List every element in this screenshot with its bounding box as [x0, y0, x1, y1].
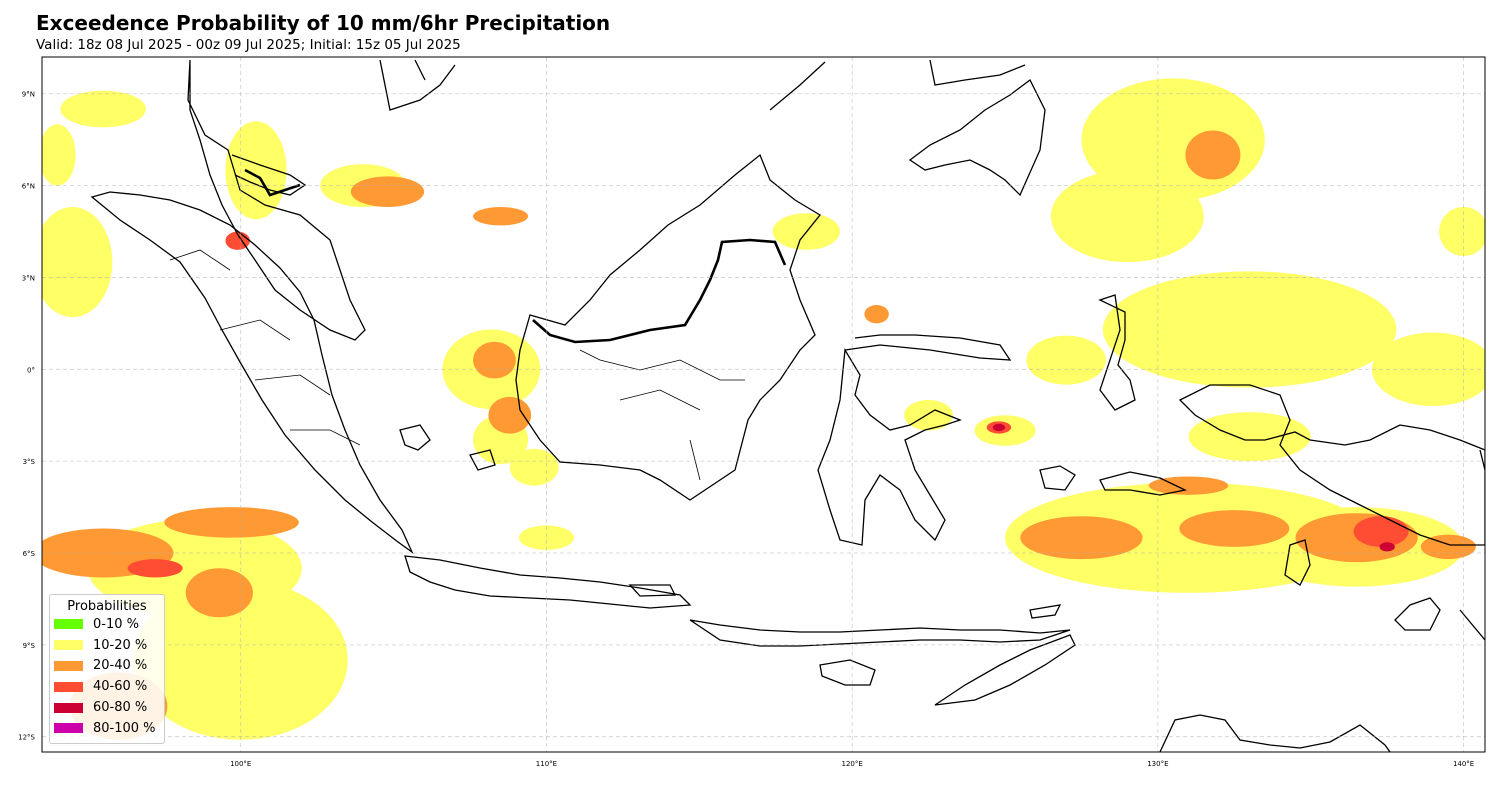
precip-area-15	[1050, 170, 1204, 263]
legend-item: 20-40 %	[50, 656, 164, 677]
border-sumatra-provinces	[169, 249, 361, 446]
lat-tick-label: 9°N	[22, 91, 35, 99]
legend-swatch	[54, 723, 83, 734]
precip-area-22	[904, 399, 954, 431]
legend-title: Probabilities	[67, 599, 147, 614]
legend-label: 60-80 %	[93, 700, 148, 716]
coastline-timor	[934, 634, 1076, 706]
precip-area-37	[864, 304, 889, 324]
axis-tick-labels: 100°E 110°E 120°E 130°E 140°E 9°N 6°N 3°N 0° 3°S 6…	[18, 91, 1474, 768]
precip-area-38	[127, 559, 183, 578]
lat-tick-label: 6°N	[22, 183, 35, 191]
legend-swatch	[54, 702, 83, 713]
precip-area-2	[42, 207, 113, 318]
border-kalimantan-provinces	[579, 349, 745, 481]
coastline-java	[404, 555, 692, 609]
precip-area-23	[350, 176, 425, 208]
precip-area-21	[1439, 207, 1485, 257]
coastline-malay-peninsula	[187, 59, 366, 341]
coastline-bangka-belitung	[399, 424, 496, 471]
lat-tick-label: 6°S	[23, 550, 36, 558]
legend-label: 20-40 %	[93, 658, 148, 674]
coastline-seram-buru	[1039, 465, 1188, 496]
coastline-lesser-islands	[628, 584, 1062, 619]
lat-tick-label: 0°	[27, 366, 35, 374]
lon-tick-label: 100°E	[230, 760, 251, 768]
legend: Probabilities 0-10 % 10-20 % 20-40 % 40-…	[49, 594, 165, 744]
coastline-philippines-north	[769, 59, 1026, 111]
legend-item: 40-60 %	[50, 676, 164, 697]
legend-swatch	[54, 681, 83, 692]
coastline-sulawesi	[817, 334, 1012, 546]
coastline-aru-islands	[1284, 539, 1311, 586]
border-malaysia-thailand	[244, 168, 301, 197]
lat-tick-label: 12°S	[18, 734, 35, 742]
precip-area-34	[1148, 476, 1229, 495]
border-papua-png	[1479, 449, 1485, 471]
map-subtitle: Valid: 18z 08 Jul 2025 - 00z 09 Jul 2025…	[36, 37, 461, 53]
legend-item: 0-10 %	[50, 614, 164, 635]
precipitation-probability-layer	[42, 78, 1485, 740]
country-borders-layer	[169, 168, 1485, 481]
legend-swatch	[54, 640, 83, 651]
coastline-thailand-gulf	[231, 154, 307, 196]
coastline-bali-flores	[689, 619, 1071, 647]
lon-tick-label: 130°E	[1147, 760, 1168, 768]
precip-area-43	[1379, 542, 1395, 552]
precip-area-28	[185, 568, 253, 618]
precip-area-12	[1026, 335, 1106, 385]
graticule-layer	[42, 57, 1485, 752]
map-frame	[41, 56, 1486, 753]
lon-tick-label: 120°E	[842, 760, 863, 768]
coastline-philippines-mindanao	[908, 79, 1046, 197]
legend-item: 60-80 %	[50, 697, 164, 718]
coastline-borneo	[515, 153, 821, 501]
precip-area-40	[1353, 516, 1409, 547]
coastline-australia-north	[1159, 597, 1485, 752]
lat-tick-label: 9°S	[23, 642, 36, 650]
precip-area-16	[1102, 271, 1397, 388]
legend-label: 40-60 %	[93, 679, 148, 695]
map-title: Exceedence Probability of 10 mm/6hr Prec…	[36, 11, 611, 35]
precip-area-17	[1371, 332, 1485, 407]
legend-swatch	[54, 619, 83, 630]
lon-tick-label: 110°E	[536, 760, 557, 768]
precip-area-32	[1020, 516, 1143, 560]
precip-area-0	[60, 90, 146, 128]
lat-tick-label: 3°N	[22, 274, 35, 282]
coastline-sumba	[819, 659, 876, 686]
legend-swatch	[54, 660, 83, 671]
precip-area-18	[1188, 412, 1311, 462]
precip-area-31	[1185, 130, 1241, 180]
legend-label: 80-100 %	[93, 720, 156, 736]
precip-area-7	[509, 448, 559, 486]
border-malaysia-borneo	[532, 238, 787, 344]
lat-tick-label: 3°S	[23, 458, 36, 466]
precip-area-42	[992, 423, 1006, 432]
precip-area-25	[488, 396, 532, 434]
precip-area-8	[518, 525, 574, 550]
lon-tick-label: 140°E	[1453, 760, 1474, 768]
legend-label: 0-10 %	[93, 616, 139, 632]
legend-item: 80-100 %	[50, 718, 164, 739]
coastline-layer	[90, 59, 1485, 752]
coastline-new-guinea	[1178, 384, 1485, 546]
coastline-sumatra	[90, 191, 414, 554]
legend-label: 10-20 %	[93, 637, 148, 653]
legend-item: 10-20 %	[50, 635, 164, 656]
precip-area-36	[1420, 534, 1476, 560]
precip-area-33	[1179, 510, 1290, 547]
coastline-indochina	[379, 59, 456, 111]
coastline-halmahera	[1098, 294, 1136, 411]
precip-area-27	[164, 507, 299, 538]
precip-area-24	[473, 341, 516, 379]
precip-area-30	[473, 207, 529, 226]
precip-area-1	[42, 124, 76, 186]
